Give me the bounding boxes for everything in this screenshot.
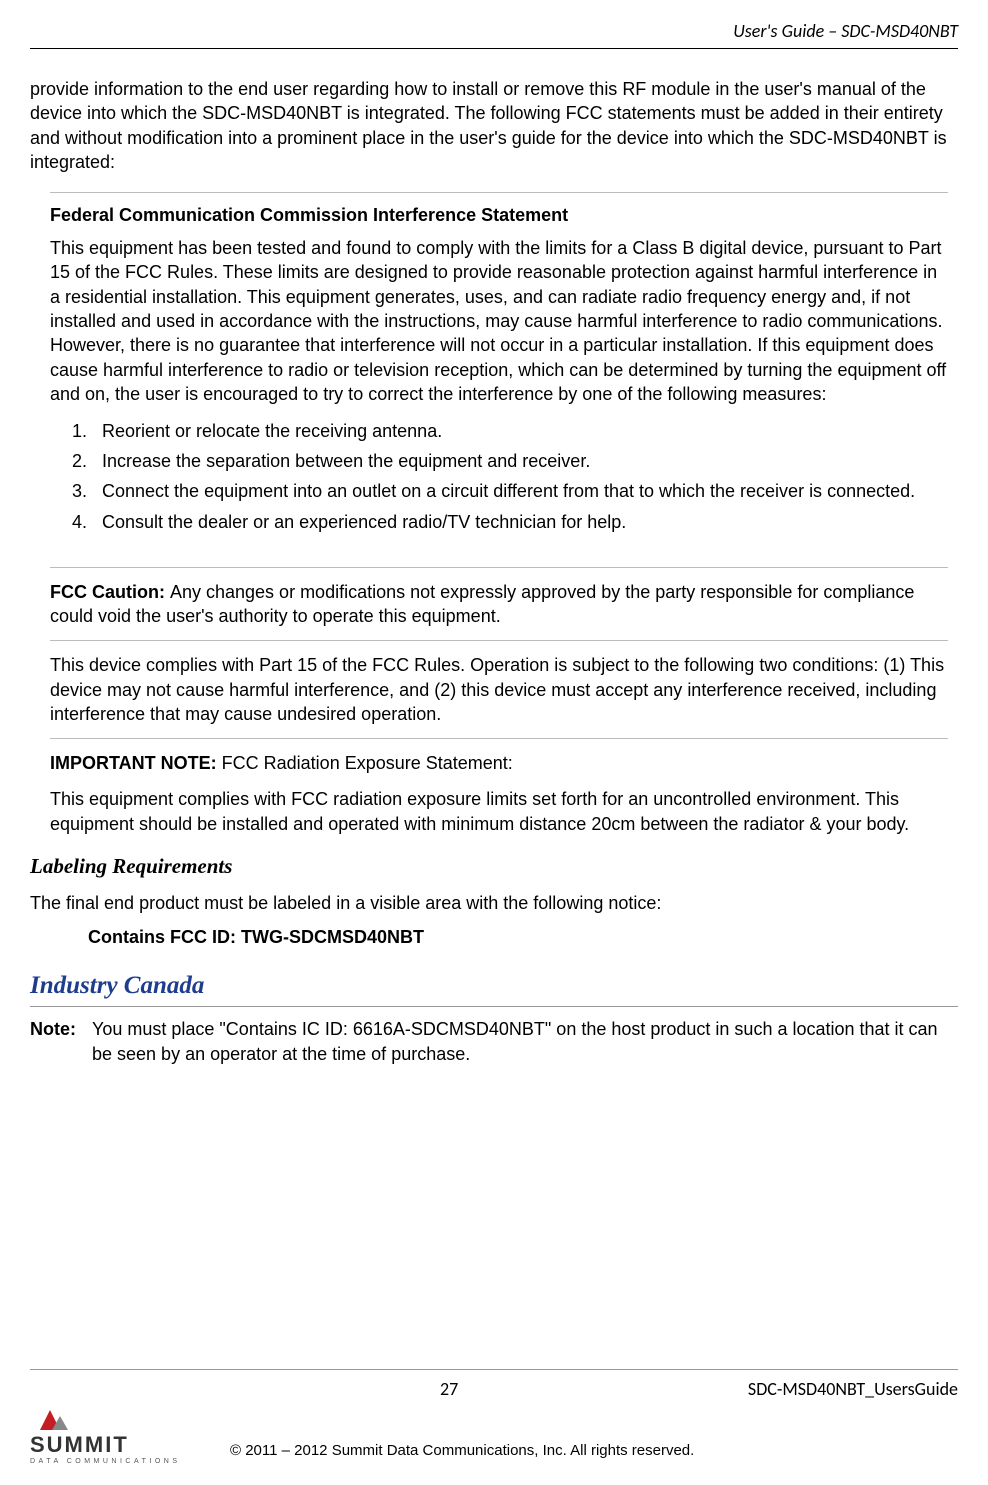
- logo-icon: [36, 1406, 70, 1432]
- labeling-text: The final end product must be labeled in…: [30, 891, 958, 915]
- list-item: Reorient or relocate the receiving anten…: [92, 418, 948, 444]
- contains-fcc-id: Contains FCC ID: TWG-SDCMSD40NBT: [88, 927, 958, 948]
- important-heading-rest: FCC Radiation Exposure Statement:: [222, 753, 513, 773]
- page-footer: 27 SDC-MSD40NBT_UsersGuide SUMMIT DATA C…: [30, 1369, 958, 1465]
- list-item: Consult the dealer or an experienced rad…: [92, 509, 948, 535]
- footer-rule: [30, 1369, 958, 1370]
- note-body: You must place "Contains IC ID: 6616A-SD…: [92, 1017, 958, 1066]
- part15-text: This device complies with Part 15 of the…: [50, 653, 948, 726]
- labeling-heading: Labeling Requirements: [30, 854, 958, 879]
- industry-note: Note: You must place "Contains IC ID: 66…: [30, 1017, 958, 1066]
- divider: [50, 192, 948, 193]
- header-title: User's Guide – SDC-MSD40NBT: [30, 20, 958, 49]
- summit-logo: SUMMIT DATA COMMUNICATIONS: [30, 1406, 200, 1465]
- fcc-measures-list: Reorient or relocate the receiving anten…: [92, 418, 948, 534]
- important-body: This equipment complies with FCC radiati…: [50, 787, 948, 836]
- industry-canada-heading: Industry Canada: [30, 972, 958, 1000]
- copyright-text: © 2011 – 2012 Summit Data Communications…: [230, 1442, 694, 1465]
- list-item: Increase the separation between the equi…: [92, 448, 948, 474]
- page-number: 27: [440, 1378, 458, 1400]
- intro-paragraph: provide information to the end user rega…: [30, 77, 958, 174]
- fcc-caution: FCC Caution: Any changes or modification…: [50, 580, 948, 629]
- doc-name: SDC-MSD40NBT_UsersGuide: [748, 1378, 958, 1400]
- divider: [50, 738, 948, 739]
- divider: [50, 640, 948, 641]
- caution-text: Any changes or modifications not express…: [50, 582, 914, 626]
- caution-label: FCC Caution:: [50, 582, 170, 602]
- fcc-body: This equipment has been tested and found…: [50, 236, 948, 406]
- fcc-heading: Federal Communication Commission Interfe…: [50, 205, 948, 226]
- fcc-statement-block: Federal Communication Commission Interfe…: [50, 192, 948, 836]
- divider: [30, 1006, 958, 1007]
- note-label: Note:: [30, 1017, 92, 1066]
- important-label: IMPORTANT NOTE:: [50, 753, 222, 773]
- logo-text: SUMMIT: [30, 1434, 200, 1456]
- logo-subtext: DATA COMMUNICATIONS: [30, 1458, 200, 1465]
- list-item: Connect the equipment into an outlet on …: [92, 478, 948, 504]
- important-note-heading: IMPORTANT NOTE: FCC Radiation Exposure S…: [50, 751, 948, 775]
- divider: [50, 567, 948, 568]
